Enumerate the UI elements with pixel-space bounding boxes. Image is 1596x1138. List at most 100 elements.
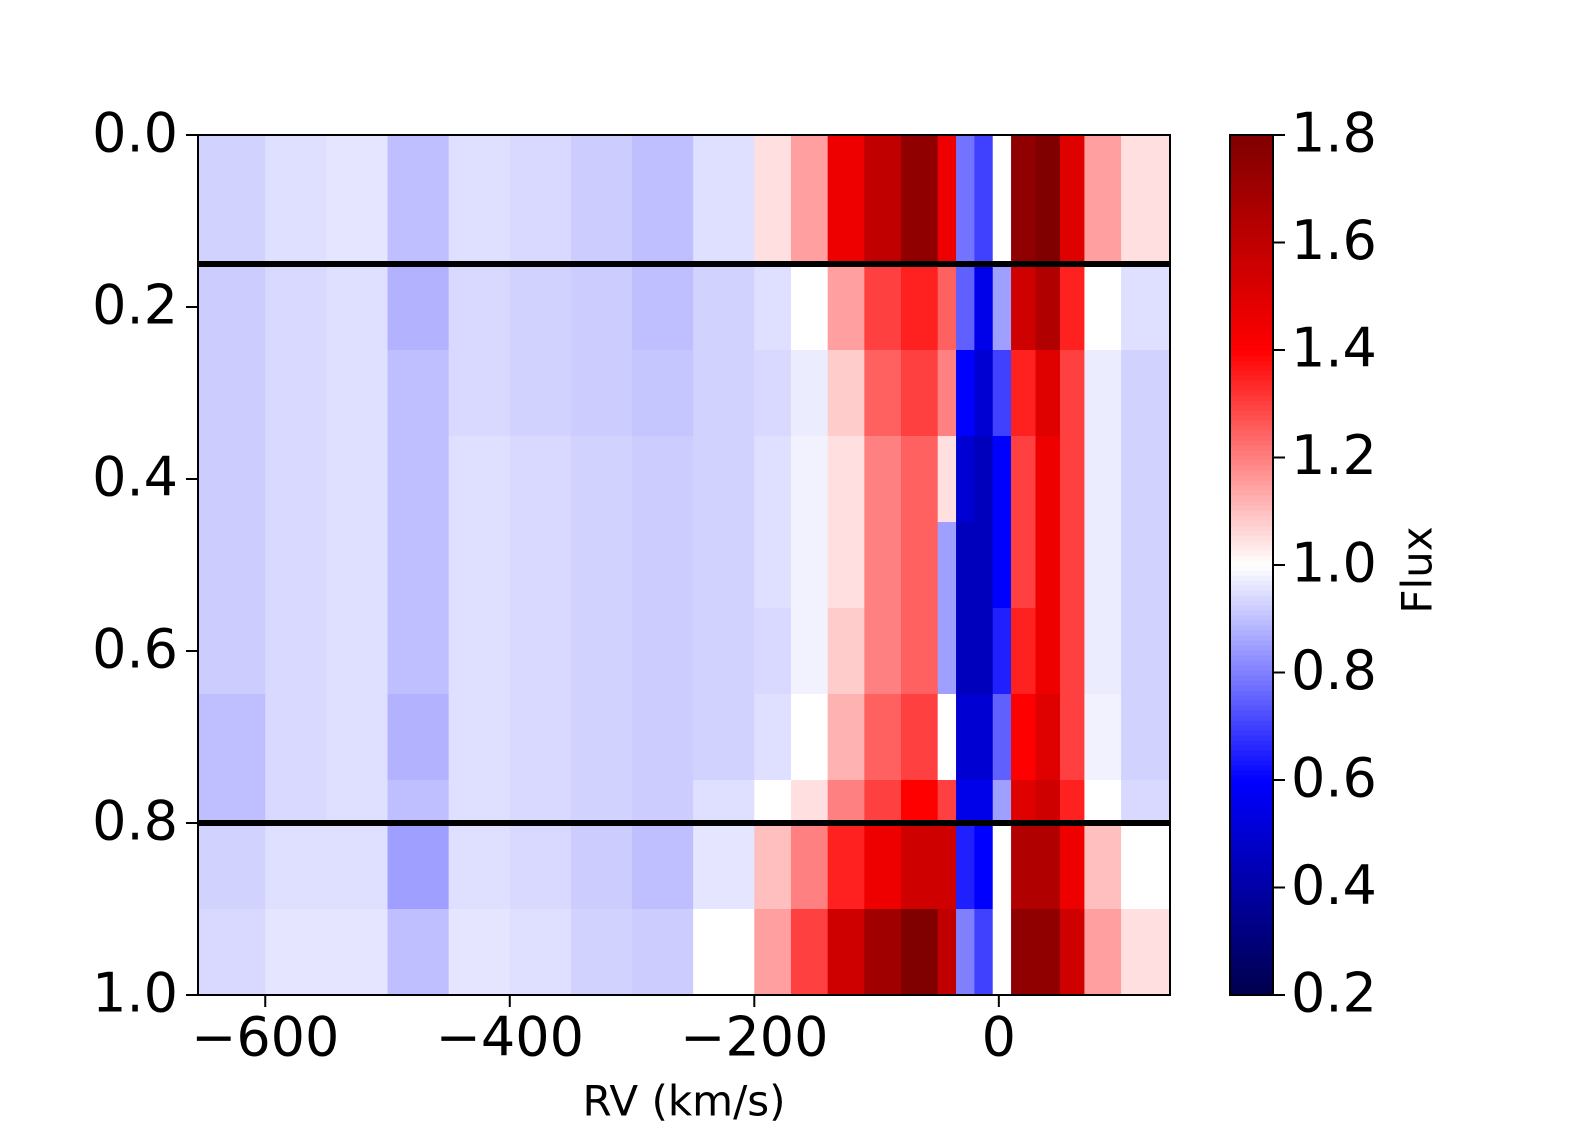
heat-cell: [754, 608, 792, 695]
heat-cell: [1035, 780, 1061, 824]
heat-cell: [570, 350, 633, 437]
heat-cell: [1035, 694, 1061, 781]
heat-cell: [265, 780, 327, 824]
heat-cell: [956, 522, 975, 609]
colorbar-swatch: [1230, 640, 1273, 646]
heat-cell: [448, 909, 511, 996]
heat-cell: [387, 264, 450, 351]
colorbar-swatch: [1230, 415, 1273, 421]
colorbar-swatch: [1230, 570, 1273, 576]
heat-cell: [693, 135, 755, 265]
colorbar-swatch: [1230, 715, 1273, 721]
colorbar-tick-label: 1.0: [1291, 532, 1377, 595]
colorbar-swatch: [1230, 210, 1273, 216]
colorbar-swatch: [1230, 475, 1273, 481]
heat-cell: [992, 436, 1012, 523]
heat-cell: [827, 909, 865, 996]
heat-cell: [937, 780, 957, 824]
heat-cell: [326, 909, 389, 996]
x-axis-label: RV (km/s): [582, 1077, 785, 1126]
heat-cell: [956, 823, 975, 910]
colorbar-swatch: [1230, 730, 1273, 736]
heat-cell: [901, 909, 939, 996]
heat-cell: [754, 823, 792, 910]
heat-cell: [974, 522, 994, 609]
y-tick-label: 0.0: [92, 102, 178, 165]
heat-cell: [937, 909, 957, 996]
heat-cell: [570, 135, 633, 265]
colorbar-swatch: [1230, 365, 1273, 371]
colorbar-swatch: [1230, 355, 1273, 361]
heat-cell: [387, 350, 450, 437]
heat-cell: [387, 522, 450, 609]
heat-cell: [1011, 694, 1037, 781]
colorbar-swatch: [1230, 140, 1273, 146]
x-tick-label: −600: [191, 1006, 339, 1069]
colorbar-swatch: [1230, 835, 1273, 841]
heat-cell: [198, 694, 266, 781]
colorbar-swatch: [1230, 830, 1273, 836]
y-tick-label: 0.2: [92, 274, 178, 337]
colorbar-swatch: [1230, 865, 1273, 871]
heat-cell: [1121, 608, 1171, 695]
colorbar-swatch: [1230, 820, 1273, 826]
heat-cell: [509, 264, 572, 351]
colorbar-tick-label: 0.2: [1291, 962, 1377, 1025]
colorbar-label: Flux: [1393, 526, 1442, 613]
colorbar-swatch: [1230, 600, 1273, 606]
x-tick-label: −200: [680, 1006, 828, 1069]
colorbar-swatch: [1230, 405, 1273, 411]
heat-cell: [1084, 522, 1122, 609]
colorbar-swatch: [1230, 495, 1273, 501]
colorbar-swatch: [1230, 310, 1273, 316]
heat-cell: [387, 909, 450, 996]
heat-cell: [790, 780, 829, 824]
heat-cell: [632, 909, 694, 996]
heat-cell: [827, 780, 865, 824]
colorbar-swatch: [1230, 395, 1273, 401]
colorbar-swatch: [1230, 875, 1273, 881]
heat-cell: [790, 909, 829, 996]
heat-cell: [790, 694, 829, 781]
heat-cell: [864, 522, 902, 609]
heat-cell: [1059, 909, 1085, 996]
heat-cell: [509, 135, 572, 265]
heat-cell: [956, 350, 975, 437]
heat-cell: [974, 694, 994, 781]
colorbar-swatch: [1230, 970, 1273, 976]
heat-cell: [326, 522, 389, 609]
colorbar-swatch: [1230, 300, 1273, 306]
heat-cell: [901, 135, 939, 265]
heat-cell: [509, 436, 572, 523]
colorbar-swatch: [1230, 190, 1273, 196]
colorbar-swatch: [1230, 445, 1273, 451]
colorbar-swatch: [1230, 880, 1273, 886]
heat-cell: [974, 780, 994, 824]
heat-cell: [265, 909, 327, 996]
colorbar-swatch: [1230, 490, 1273, 496]
colorbar-swatch: [1230, 520, 1273, 526]
heat-cell: [901, 350, 939, 437]
heat-cell: [754, 436, 792, 523]
heat-cell: [632, 780, 694, 824]
heat-cell: [326, 350, 389, 437]
heat-cell: [790, 264, 829, 351]
heat-cell: [509, 909, 572, 996]
colorbar-swatch: [1230, 250, 1273, 256]
heat-cell: [1035, 823, 1061, 910]
colorbar-swatch: [1230, 175, 1273, 181]
colorbar-swatch: [1230, 870, 1273, 876]
heat-cell: [974, 823, 994, 910]
heat-cell: [1121, 135, 1171, 265]
plot-frame: [197, 134, 1171, 996]
heat-cell: [864, 135, 902, 265]
heat-cell: [448, 780, 511, 824]
colorbar-swatch: [1230, 390, 1273, 396]
heat-cell: [570, 264, 633, 351]
heat-cell: [693, 823, 755, 910]
heat-cell: [509, 350, 572, 437]
heat-cell: [387, 608, 450, 695]
x-tick-label: 0: [982, 1006, 1016, 1069]
colorbar-swatch: [1230, 460, 1273, 466]
heat-cell: [570, 608, 633, 695]
